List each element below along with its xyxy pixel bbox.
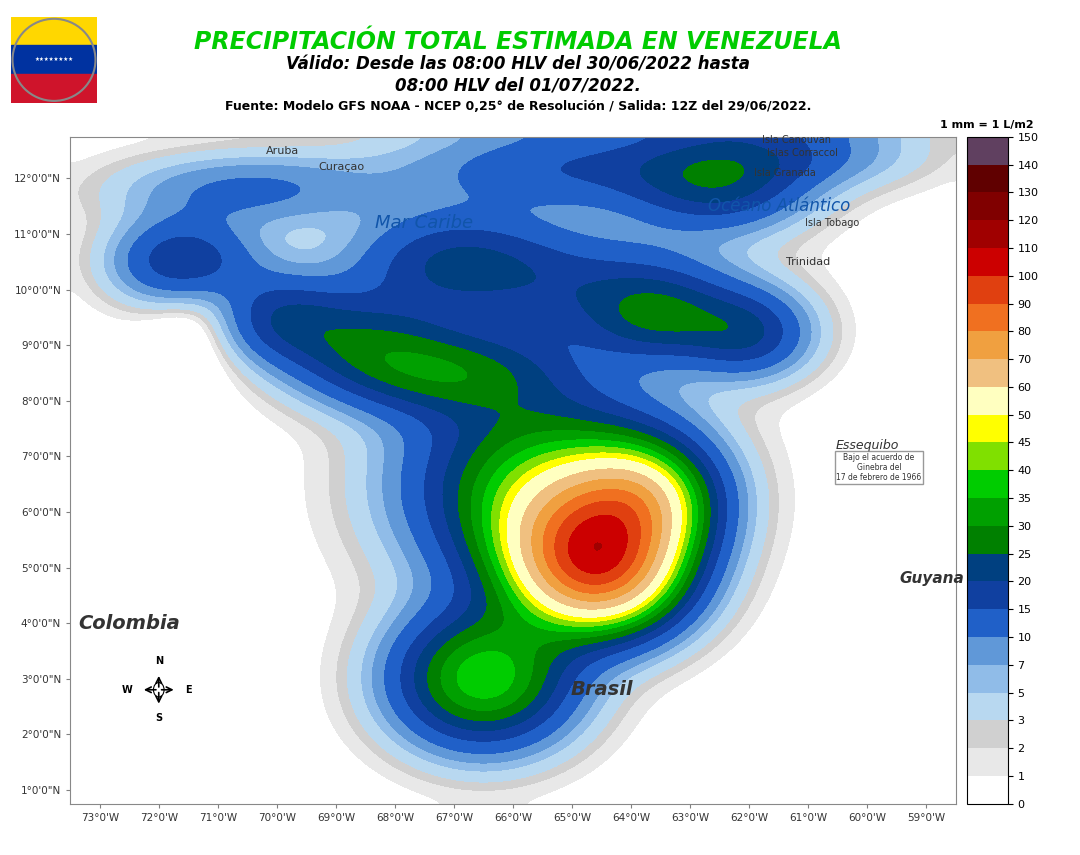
Text: Mar Caribe: Mar Caribe <box>376 214 473 232</box>
Text: PRECIPITACIÓN TOTAL ESTIMADA EN VENEZUELA: PRECIPITACIÓN TOTAL ESTIMADA EN VENEZUEL… <box>194 30 842 54</box>
Text: Essequibo: Essequibo <box>836 439 899 451</box>
Text: Brasil: Brasil <box>570 681 633 699</box>
Text: 08:00 HLV del 01/07/2022.: 08:00 HLV del 01/07/2022. <box>395 77 642 95</box>
Text: Trinidad: Trinidad <box>786 256 831 267</box>
Text: Curaçao: Curaçao <box>319 162 365 173</box>
Text: S: S <box>156 713 162 723</box>
Text: N: N <box>154 657 163 666</box>
Text: Océano Atlántico: Océano Atlántico <box>707 198 850 215</box>
Text: Colombia: Colombia <box>79 614 180 633</box>
Bar <box>11 17 97 45</box>
Text: Aruba: Aruba <box>266 145 299 156</box>
Text: Isla Granada: Isla Granada <box>754 168 815 178</box>
Bar <box>11 45 97 74</box>
Text: Isla Tobago: Isla Tobago <box>805 218 859 228</box>
Text: Fuente: Modelo GFS NOAA - NCEP 0,25° de Resolución / Salida: 12Z del 29/06/2022.: Fuente: Modelo GFS NOAA - NCEP 0,25° de … <box>226 100 811 113</box>
Text: Válido: Desde las 08:00 HLV del 30/06/2022 hasta: Válido: Desde las 08:00 HLV del 30/06/20… <box>286 56 751 74</box>
Text: W: W <box>121 685 132 695</box>
Text: Guyana: Guyana <box>900 571 964 587</box>
Text: ★★★★★★★★: ★★★★★★★★ <box>35 57 73 62</box>
Text: Islas Corraccol: Islas Corraccol <box>767 149 838 158</box>
Bar <box>11 74 97 103</box>
Title: 1 mm = 1 L/m2: 1 mm = 1 L/m2 <box>941 121 1034 131</box>
Text: Isla Canouvan: Isla Canouvan <box>761 134 831 144</box>
Text: Bajo el acuerdo de
Ginebra del
17 de febrero de 1966: Bajo el acuerdo de Ginebra del 17 de feb… <box>836 452 921 482</box>
Text: E: E <box>186 685 192 695</box>
Ellipse shape <box>153 682 164 697</box>
